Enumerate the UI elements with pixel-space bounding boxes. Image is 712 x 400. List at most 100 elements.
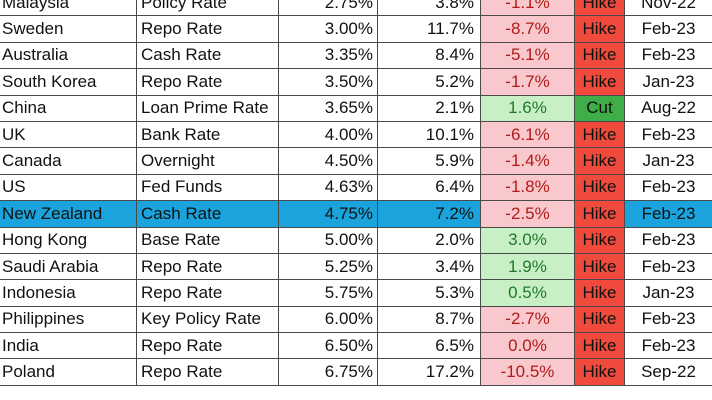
policy-rate-cell[interactable]: 4.00% [279, 121, 378, 148]
policy-rate-cell[interactable]: 4.63% [279, 174, 378, 201]
real-rate-cell[interactable]: -1.4% [481, 148, 575, 174]
country-cell[interactable]: South Korea [0, 69, 137, 95]
inflation-cell[interactable]: 3.4% [378, 253, 481, 280]
table-row-highlighted[interactable]: New Zealand Cash Rate 4.75% 7.2% -2.5% H… [0, 201, 712, 228]
real-rate-cell[interactable]: 1.9% [481, 253, 575, 280]
policy-rate-cell[interactable]: 2.75% [279, 0, 378, 16]
table-row[interactable]: Indonesia Repo Rate 5.75% 5.3% 0.5% Hike… [0, 280, 712, 307]
direction-cell[interactable]: Hike [575, 333, 625, 359]
inflation-cell[interactable]: 11.7% [378, 16, 481, 42]
inflation-cell[interactable]: 8.4% [378, 42, 481, 69]
rate-name-cell[interactable]: Cash Rate [137, 42, 279, 69]
last-change-date-cell[interactable]: Jan-23 [642, 151, 695, 171]
policy-rate-cell[interactable]: 3.50% [279, 69, 378, 95]
direction-cell[interactable]: Hike [575, 148, 625, 174]
inflation-cell[interactable]: 2.1% [378, 95, 481, 121]
last-change-date-cell[interactable]: Aug-22 [641, 98, 696, 118]
real-rate-cell[interactable]: 3.0% [481, 227, 575, 253]
country-cell[interactable]: Poland [0, 359, 137, 385]
country-cell[interactable]: Australia [0, 42, 137, 69]
inflation-cell[interactable]: 7.2% [378, 201, 481, 227]
direction-cell[interactable]: Hike [575, 42, 625, 69]
rate-name-cell[interactable]: Bank Rate [137, 121, 279, 148]
table-row[interactable]: South Korea Repo Rate 3.50% 5.2% -1.7% H… [0, 69, 712, 96]
last-change-date-cell[interactable]: Feb-23 [641, 124, 696, 144]
table-row[interactable]: Poland Repo Rate 6.75% 17.2% -10.5% Hike… [0, 359, 712, 386]
table-row[interactable]: US Fed Funds 4.63% 6.4% -1.8% Hike Feb-2… [0, 174, 712, 202]
direction-cell[interactable]: Hike [575, 121, 625, 148]
rate-name-cell[interactable]: Loan Prime Rate [137, 95, 279, 121]
real-rate-cell[interactable]: -10.5% [481, 359, 575, 385]
rate-name-cell[interactable]: Repo Rate [137, 280, 279, 306]
last-change-date-cell[interactable]: Jan-23 [642, 71, 695, 91]
table-row[interactable]: Hong Kong Base Rate 5.00% 2.0% 3.0% Hike… [0, 227, 712, 254]
inflation-cell[interactable]: 17.2% [378, 359, 481, 385]
real-rate-cell[interactable]: -2.5% [481, 201, 575, 227]
policy-rate-cell[interactable]: 4.50% [279, 148, 378, 174]
direction-cell[interactable]: Hike [575, 16, 625, 42]
rate-name-cell[interactable]: Repo Rate [137, 16, 279, 42]
real-rate-cell[interactable]: -2.7% [481, 306, 575, 333]
table-row[interactable]: Australia Cash Rate 3.35% 8.4% -5.1% Hik… [0, 42, 712, 70]
country-cell[interactable]: Hong Kong [0, 227, 137, 253]
direction-cell[interactable]: Hike [575, 280, 625, 306]
rate-name-cell[interactable]: Base Rate [137, 227, 279, 253]
rate-name-cell[interactable]: Fed Funds [137, 174, 279, 201]
last-change-date-cell[interactable]: Feb-23 [641, 335, 696, 355]
inflation-cell[interactable]: 6.4% [378, 174, 481, 201]
real-rate-cell[interactable]: -1.1% [481, 0, 575, 16]
last-change-date-cell[interactable]: Feb-23 [641, 309, 696, 329]
table-row[interactable]: Saudi Arabia Repo Rate 5.25% 3.4% 1.9% H… [0, 253, 712, 281]
policy-rate-cell[interactable]: 6.00% [279, 306, 378, 333]
inflation-cell[interactable]: 3.8% [378, 0, 481, 16]
country-cell[interactable]: Philippines [0, 306, 137, 333]
country-cell[interactable]: Saudi Arabia [0, 253, 137, 280]
table-row[interactable]: Philippines Key Policy Rate 6.00% 8.7% -… [0, 306, 712, 334]
country-cell[interactable]: Sweden [0, 16, 137, 42]
direction-cell[interactable]: Hike [575, 174, 625, 201]
country-cell[interactable]: UK [0, 121, 137, 148]
direction-cell[interactable]: Hike [575, 306, 625, 333]
country-cell[interactable]: New Zealand [0, 201, 137, 227]
rate-name-cell[interactable]: Key Policy Rate [137, 306, 279, 333]
inflation-cell[interactable]: 10.1% [378, 121, 481, 148]
country-cell[interactable]: India [0, 333, 137, 359]
rate-name-cell[interactable]: Repo Rate [137, 359, 279, 385]
policy-rate-cell[interactable]: 5.25% [279, 253, 378, 280]
policy-rate-cell[interactable]: 3.35% [279, 42, 378, 69]
policy-rate-cell[interactable]: 6.50% [279, 333, 378, 359]
country-cell[interactable]: US [0, 174, 137, 201]
last-change-date-cell[interactable]: Feb-23 [641, 177, 696, 197]
direction-cell[interactable]: Cut [575, 95, 625, 121]
table-row[interactable]: China Loan Prime Rate 3.65% 2.1% 1.6% Cu… [0, 95, 712, 122]
last-change-date-cell[interactable]: Feb-23 [641, 45, 696, 65]
table-row[interactable]: India Repo Rate 6.50% 6.5% 0.0% Hike Feb… [0, 333, 712, 360]
country-cell[interactable]: Indonesia [0, 280, 137, 306]
country-cell[interactable]: Canada [0, 148, 137, 174]
policy-rate-cell[interactable]: 6.75% [279, 359, 378, 385]
table-row[interactable]: Malaysia Policy Rate 2.75% 3.8% -1.1% Hi… [0, 0, 712, 17]
real-rate-cell[interactable]: 1.6% [481, 95, 575, 121]
rate-name-cell[interactable]: Cash Rate [137, 201, 279, 227]
real-rate-cell[interactable]: -1.8% [481, 174, 575, 201]
direction-cell[interactable]: Hike [575, 253, 625, 280]
country-cell[interactable]: China [0, 95, 137, 121]
inflation-cell[interactable]: 8.7% [378, 306, 481, 333]
policy-rate-cell[interactable]: 5.75% [279, 280, 378, 306]
last-change-date-cell[interactable]: Feb-23 [641, 19, 696, 39]
last-change-date-cell[interactable]: Jan-23 [642, 282, 695, 302]
direction-cell[interactable]: Hike [575, 69, 625, 95]
real-rate-cell[interactable]: -8.7% [481, 16, 575, 42]
direction-cell[interactable]: Hike [575, 201, 625, 227]
table-row[interactable]: UK Bank Rate 4.00% 10.1% -6.1% Hike Feb-… [0, 121, 712, 149]
direction-cell[interactable]: Hike [575, 227, 625, 253]
last-change-date-cell[interactable]: Feb-23 [625, 201, 712, 227]
rate-name-cell[interactable]: Policy Rate [137, 0, 279, 16]
real-rate-cell[interactable]: 0.5% [481, 280, 575, 306]
inflation-cell[interactable]: 2.0% [378, 227, 481, 253]
inflation-cell[interactable]: 5.2% [378, 69, 481, 95]
rate-name-cell[interactable]: Repo Rate [137, 69, 279, 95]
real-rate-cell[interactable]: 0.0% [481, 333, 575, 359]
direction-cell[interactable]: Hike [575, 359, 625, 385]
country-cell[interactable]: Malaysia [0, 0, 137, 16]
